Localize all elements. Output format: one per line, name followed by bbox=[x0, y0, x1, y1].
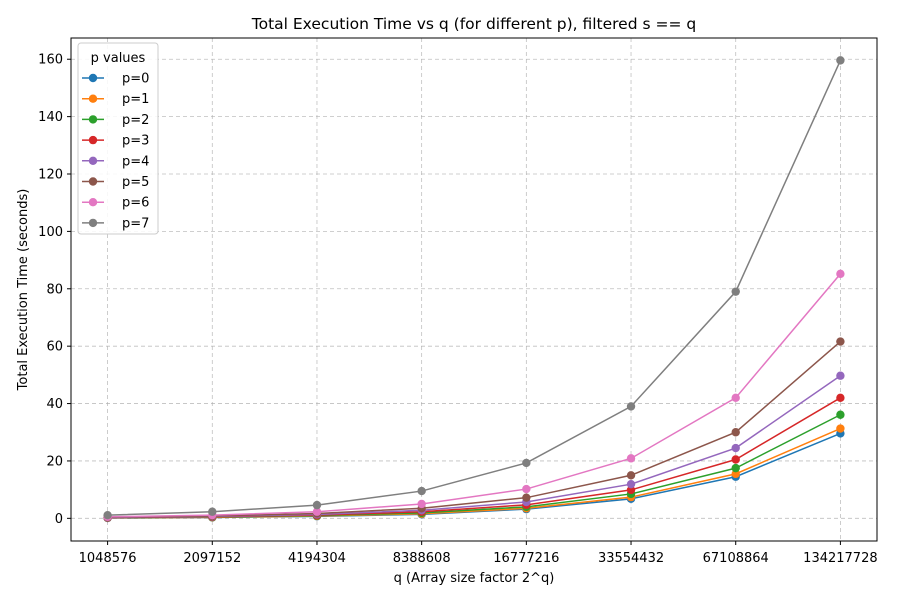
y-axis-label: Total Execution Time (seconds) bbox=[16, 189, 31, 392]
data-point bbox=[836, 393, 845, 403]
data-point bbox=[731, 469, 740, 479]
series-p=5 bbox=[103, 337, 845, 522]
series-p=6 bbox=[103, 269, 845, 521]
series-p=1 bbox=[103, 424, 845, 523]
legend-entry: p=3 bbox=[82, 134, 149, 149]
data-point bbox=[626, 485, 636, 495]
y-tick-label: 40 bbox=[46, 397, 63, 412]
series-layer bbox=[103, 56, 845, 523]
data-point bbox=[731, 463, 740, 473]
data-point bbox=[626, 471, 636, 480]
x-axis: 1048576 2097152 4194304 8388608 16777216 3355… bbox=[79, 541, 878, 566]
y-tick-label: 0 bbox=[55, 512, 63, 527]
legend-marker bbox=[88, 218, 98, 228]
data-point bbox=[208, 507, 217, 516]
y-tick-label: 120 bbox=[38, 168, 63, 183]
legend-label: p=4 bbox=[122, 154, 149, 169]
x-tick-label: 4194304 bbox=[288, 551, 346, 566]
data-point bbox=[836, 410, 845, 419]
series-p=2 bbox=[103, 410, 845, 522]
series-line bbox=[107, 273, 841, 518]
chart-title: Total Execution Time vs q (for different… bbox=[251, 15, 696, 33]
y-tick-label: 80 bbox=[46, 282, 63, 297]
data-point bbox=[731, 455, 740, 464]
legend-label: p=7 bbox=[122, 216, 149, 231]
x-tick-label: 33554432 bbox=[598, 551, 664, 566]
legend-entry: p=5 bbox=[82, 175, 149, 190]
data-point bbox=[522, 484, 531, 494]
legend-marker bbox=[88, 115, 98, 124]
legend-label: p=1 bbox=[122, 92, 149, 107]
y-tick-label: 140 bbox=[38, 110, 63, 125]
legend-marker bbox=[88, 135, 98, 145]
x-tick-label: 67108864 bbox=[703, 551, 769, 566]
data-point bbox=[731, 428, 740, 437]
legend-label: p=6 bbox=[122, 196, 149, 211]
grid bbox=[71, 38, 877, 541]
data-point bbox=[731, 287, 740, 296]
series-line bbox=[107, 341, 841, 518]
data-point bbox=[836, 337, 845, 346]
data-point bbox=[103, 510, 112, 520]
data-point bbox=[312, 507, 322, 516]
data-point bbox=[417, 486, 426, 496]
series-p=4 bbox=[103, 371, 845, 522]
y-tick-label: 160 bbox=[38, 53, 63, 68]
x-tick-label: 1048576 bbox=[79, 551, 137, 566]
x-tick-label: 134217728 bbox=[803, 551, 877, 566]
y-tick-label: 100 bbox=[38, 225, 63, 240]
legend-label: p=5 bbox=[122, 175, 149, 190]
data-point bbox=[836, 56, 845, 65]
legend-entry: p=1 bbox=[82, 92, 149, 107]
y-tick-label: 20 bbox=[46, 454, 63, 469]
legend-label: p=2 bbox=[122, 113, 149, 128]
legend-marker bbox=[88, 156, 98, 165]
data-point bbox=[417, 499, 426, 509]
legend-entry: p=6 bbox=[82, 196, 149, 211]
y-axis: 0 20 40 60 80 100 120 140 160 bbox=[38, 53, 71, 527]
data-point bbox=[312, 500, 322, 510]
legend-marker bbox=[88, 94, 98, 103]
data-point bbox=[731, 443, 740, 453]
legend-entry: p=2 bbox=[82, 113, 149, 128]
series-p=7 bbox=[103, 56, 845, 520]
data-point bbox=[836, 269, 845, 279]
legend-box bbox=[77, 42, 159, 235]
legend-marker bbox=[88, 73, 98, 83]
data-point bbox=[731, 393, 740, 403]
data-point bbox=[836, 371, 845, 380]
x-tick-label: 2097152 bbox=[183, 551, 241, 566]
legend-label: p=3 bbox=[122, 134, 149, 149]
plot-frame bbox=[70, 37, 878, 542]
legend-marker bbox=[88, 198, 98, 207]
legend-entry: p=7 bbox=[82, 216, 149, 231]
legend-marker bbox=[88, 177, 98, 186]
x-axis-label: q (Array size factor 2^q) bbox=[394, 571, 555, 586]
legend: p values p=0 p=1 p=2 p=3 p=4 p=5 p=6 p=7 bbox=[77, 42, 159, 235]
legend-title: p values bbox=[91, 51, 146, 66]
legend-entries: p=0 p=1 p=2 p=3 p=4 p=5 p=6 p=7 bbox=[82, 72, 149, 231]
data-point bbox=[626, 479, 636, 489]
data-point bbox=[626, 454, 636, 463]
data-point bbox=[522, 458, 531, 468]
series-line bbox=[107, 60, 842, 516]
y-tick-label: 60 bbox=[46, 340, 63, 355]
data-point bbox=[522, 493, 531, 502]
data-point bbox=[836, 424, 845, 433]
legend-entry: p=4 bbox=[82, 154, 149, 169]
legend-entry: p=0 bbox=[82, 72, 149, 87]
x-tick-label: 16777216 bbox=[493, 551, 559, 566]
series-line bbox=[107, 427, 841, 519]
legend-label: p=0 bbox=[122, 72, 149, 87]
x-tick-label: 8388608 bbox=[393, 551, 451, 566]
series-line bbox=[107, 397, 841, 519]
data-point bbox=[626, 402, 636, 411]
